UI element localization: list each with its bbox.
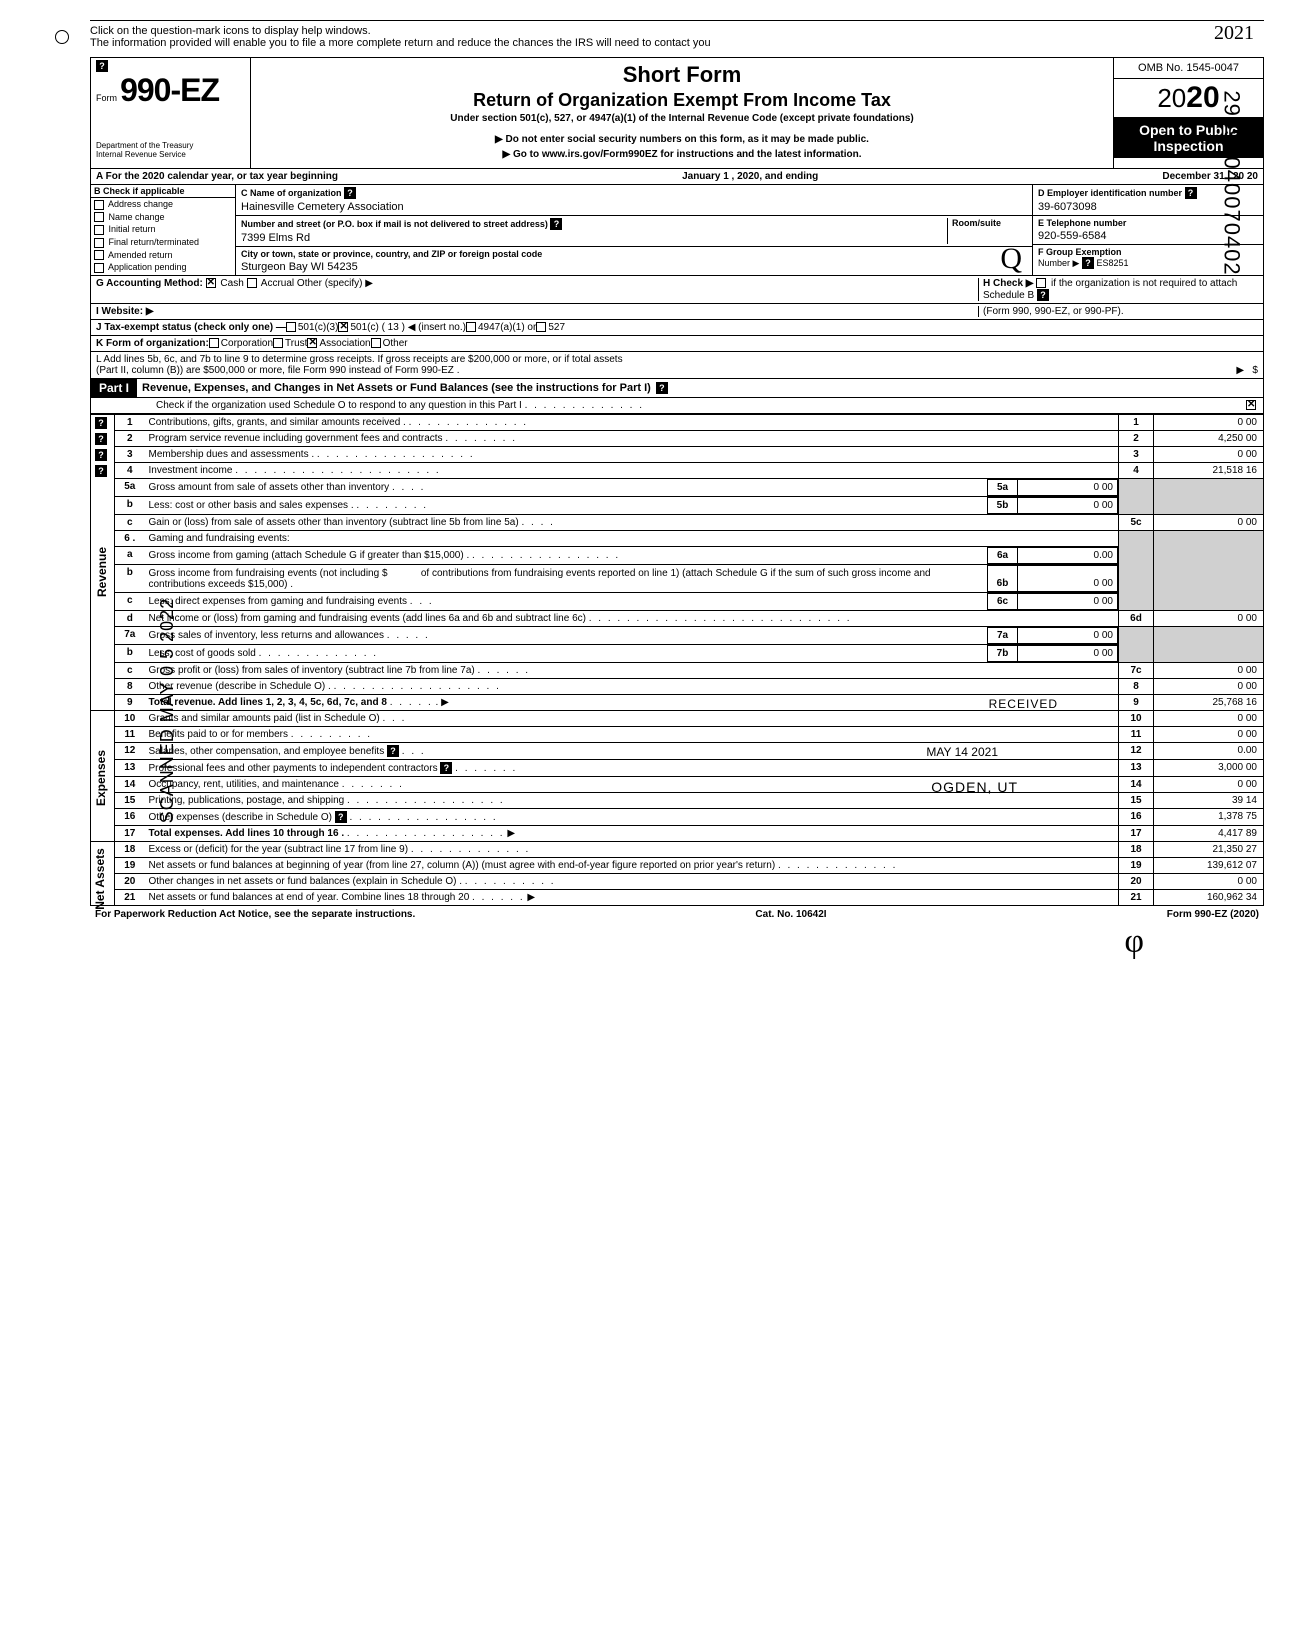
checkbox-527[interactable] [536, 322, 546, 332]
help-icon[interactable]: ? [1082, 257, 1094, 269]
checkbox-other[interactable] [371, 338, 381, 348]
row-j: J Tax-exempt status (check only one) — 5… [90, 320, 1264, 336]
part1-header: Part I Revenue, Expenses, and Changes in… [90, 379, 1264, 398]
main-table: ? ? ? ? Revenue 1Contributions, gifts, g… [90, 414, 1264, 906]
received-stamp: RECEIVED [989, 697, 1058, 711]
checkbox-501c[interactable] [338, 322, 348, 332]
checkbox-h[interactable] [1036, 278, 1046, 288]
checkbox-trust[interactable] [273, 338, 283, 348]
part1-check: Check if the organization used Schedule … [90, 398, 1264, 414]
checkbox-b[interactable] [94, 212, 104, 222]
row-k: K Form of organization: Corporation Trus… [90, 336, 1264, 352]
row-i: I Website: ▶ (Form 990, 990-EZ, or 990-P… [90, 304, 1264, 320]
section-def: D Employer identification number ? 39-60… [1033, 185, 1263, 275]
help-icon[interactable]: ? [95, 449, 107, 461]
expenses-label: Expenses [94, 750, 108, 806]
form-number-block: ? Form 990-EZ Department of the Treasury… [91, 58, 251, 168]
section-c: C Name of organization ? Hainesville Cem… [236, 185, 1033, 275]
checkbox-4947[interactable] [466, 322, 476, 332]
help-icon[interactable]: ? [656, 382, 668, 394]
help-icon[interactable]: ? [1185, 187, 1197, 199]
netassets-label: Net Assets [93, 848, 107, 910]
help-icon[interactable]: ? [335, 811, 347, 823]
handwritten-initial: Q [1000, 242, 1022, 276]
revenue-label: Revenue [95, 547, 109, 597]
checkbox-b[interactable] [94, 238, 104, 248]
row-a: A For the 2020 calendar year, or tax yea… [90, 169, 1264, 185]
section-b: B Check if applicable Address change Nam… [91, 185, 236, 275]
help-icon[interactable]: ? [550, 218, 562, 230]
checkbox-b[interactable] [94, 250, 104, 260]
help-icon[interactable]: ? [95, 465, 107, 477]
row-l: L Add lines 5b, 6c, and 7b to line 9 to … [90, 352, 1264, 379]
help-icon[interactable]: ? [440, 762, 452, 774]
help-icon[interactable]: ? [95, 417, 107, 429]
ogden-stamp: OGDEN, UT [931, 779, 1018, 795]
form-title-block: Short Form Return of Organization Exempt… [251, 58, 1113, 168]
received-date-stamp: MAY 14 2021 [926, 745, 998, 759]
help-icon[interactable]: ? [387, 745, 399, 757]
help-banner: Click on the question-mark icons to disp… [90, 20, 1264, 57]
footer: For Paperwork Reduction Act Notice, see … [90, 906, 1264, 923]
checkbox-accrual[interactable] [247, 278, 257, 288]
checkbox-501c3[interactable] [286, 322, 296, 332]
checkbox-corp[interactable] [209, 338, 219, 348]
hole-punch [55, 30, 69, 44]
help-icon[interactable]: ? [95, 433, 107, 445]
checkbox-part1[interactable] [1246, 400, 1256, 410]
checkbox-cash[interactable] [206, 278, 216, 288]
help-icon[interactable]: ? [96, 60, 108, 72]
checkbox-assoc[interactable] [307, 338, 317, 348]
row-g: G Accounting Method: Cash Accrual Other … [90, 276, 1264, 304]
checkbox-b[interactable] [94, 225, 104, 235]
handwritten-year: 2021 [1214, 22, 1254, 45]
checkbox-b[interactable] [94, 200, 104, 210]
signature-mark: φ [1124, 923, 1144, 960]
help-icon[interactable]: ? [1037, 289, 1049, 301]
help-icon[interactable]: ? [344, 187, 356, 199]
checkbox-b[interactable] [94, 263, 104, 273]
